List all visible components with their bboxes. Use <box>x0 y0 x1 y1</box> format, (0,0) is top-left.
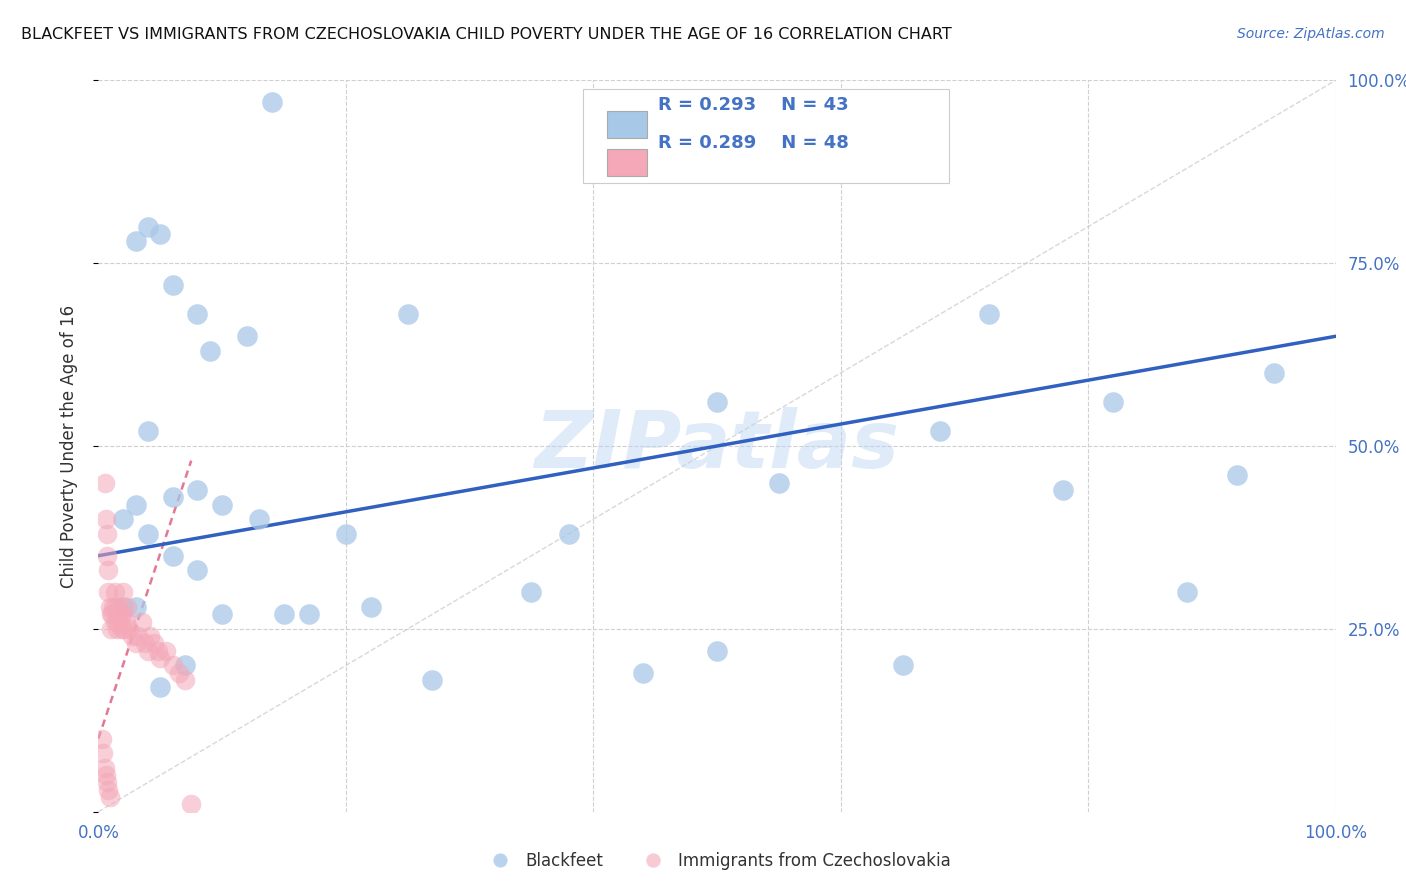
Point <box>979 307 1001 321</box>
Point <box>112 585 135 599</box>
Point <box>103 615 125 629</box>
Point <box>136 425 159 439</box>
Point <box>891 658 914 673</box>
Point <box>631 665 654 680</box>
Point <box>101 607 124 622</box>
Point <box>118 622 141 636</box>
Point <box>112 599 135 614</box>
Point <box>1263 366 1285 380</box>
Point <box>162 278 184 293</box>
Point <box>107 615 129 629</box>
Point <box>98 790 121 805</box>
Point <box>247 512 270 526</box>
Point <box>115 599 138 614</box>
Point <box>149 227 172 241</box>
Point <box>273 607 295 622</box>
Point <box>103 599 125 614</box>
Point <box>706 644 728 658</box>
Point <box>174 673 197 687</box>
Point <box>114 615 136 629</box>
Point <box>422 673 444 687</box>
Point <box>1226 468 1249 483</box>
Point <box>112 607 135 622</box>
Point <box>97 563 120 577</box>
Point <box>198 343 221 358</box>
Point <box>149 681 172 695</box>
Point <box>136 526 159 541</box>
Point <box>97 585 120 599</box>
Point <box>110 607 132 622</box>
Point <box>100 607 122 622</box>
Y-axis label: Child Poverty Under the Age of 16: Child Poverty Under the Age of 16 <box>59 304 77 588</box>
Point <box>143 636 166 650</box>
Point <box>186 483 208 497</box>
Text: BLACKFEET VS IMMIGRANTS FROM CZECHOSLOVAKIA CHILD POVERTY UNDER THE AGE OF 16 CO: BLACKFEET VS IMMIGRANTS FROM CZECHOSLOVA… <box>21 27 952 42</box>
Point <box>103 585 125 599</box>
Point <box>93 761 115 775</box>
Point <box>112 622 135 636</box>
Point <box>298 607 321 622</box>
Text: Source: ZipAtlas.com: Source: ZipAtlas.com <box>1237 27 1385 41</box>
Text: R = 0.289    N = 48: R = 0.289 N = 48 <box>658 134 849 152</box>
Text: R = 0.293    N = 43: R = 0.293 N = 43 <box>658 96 849 114</box>
Point <box>97 782 120 797</box>
Point <box>396 307 419 321</box>
Point <box>108 599 131 614</box>
Point <box>149 651 172 665</box>
Point <box>236 329 259 343</box>
Point <box>1102 395 1125 409</box>
Point <box>104 599 127 614</box>
Point <box>94 768 117 782</box>
Point <box>146 644 169 658</box>
Point <box>162 490 184 504</box>
Point <box>162 658 184 673</box>
Point <box>124 636 146 650</box>
Point <box>105 607 128 622</box>
Legend: Blackfeet, Immigrants from Czechoslovakia: Blackfeet, Immigrants from Czechoslovaki… <box>477 846 957 877</box>
Point <box>174 658 197 673</box>
Point <box>335 526 357 541</box>
Point <box>94 512 117 526</box>
Point <box>186 307 208 321</box>
Point <box>360 599 382 614</box>
Point <box>155 644 177 658</box>
Point <box>211 498 233 512</box>
Point <box>112 512 135 526</box>
Point <box>96 775 118 789</box>
Point <box>928 425 950 439</box>
Point <box>96 526 118 541</box>
Point <box>134 636 156 650</box>
Point <box>136 644 159 658</box>
Point <box>162 549 184 563</box>
Point <box>93 746 115 760</box>
Point <box>121 629 143 643</box>
Text: ZIPatlas: ZIPatlas <box>534 407 900 485</box>
Point <box>96 549 118 563</box>
Point <box>105 622 128 636</box>
Point <box>768 475 790 490</box>
Point <box>1175 585 1198 599</box>
Point <box>211 607 233 622</box>
Point <box>131 615 153 629</box>
Point <box>111 622 134 636</box>
Point <box>139 629 162 643</box>
Point <box>557 526 579 541</box>
Point <box>186 563 208 577</box>
Point <box>93 475 115 490</box>
Point <box>124 599 146 614</box>
Point <box>706 395 728 409</box>
Point <box>167 665 190 680</box>
Point <box>127 629 149 643</box>
Point <box>520 585 543 599</box>
Point <box>180 797 202 812</box>
Point <box>260 95 283 110</box>
Point <box>136 219 159 234</box>
Point <box>100 622 122 636</box>
Point <box>1052 483 1074 497</box>
Point <box>124 234 146 248</box>
Point <box>91 731 114 746</box>
Point <box>98 599 121 614</box>
Point <box>124 498 146 512</box>
